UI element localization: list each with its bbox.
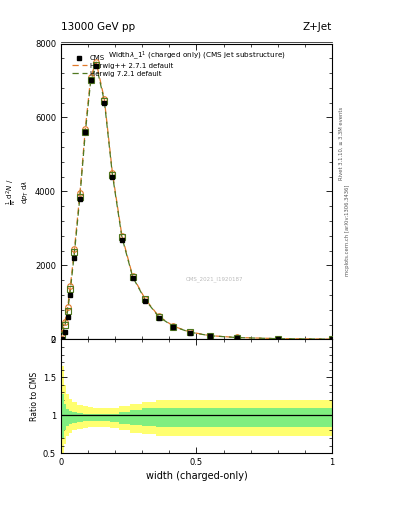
Herwig 7.2.1 default: [62, 322, 67, 328]
Herwig 7.2.1 default: [208, 333, 212, 339]
Herwig++ 2.7.1 default: [110, 170, 115, 176]
Line: CMS: CMS: [60, 63, 334, 342]
CMS: [171, 324, 176, 330]
Herwig 7.2.1 default: [102, 98, 107, 104]
Line: Herwig++ 2.7.1 default: Herwig++ 2.7.1 default: [62, 62, 332, 339]
CMS: [102, 100, 107, 106]
CMS: [68, 292, 73, 298]
Herwig 7.2.1 default: [235, 334, 239, 340]
Herwig++ 2.7.1 default: [65, 304, 70, 310]
CMS: [88, 77, 93, 83]
X-axis label: width (charged-only): width (charged-only): [146, 471, 247, 481]
CMS: [77, 196, 82, 202]
Herwig++ 2.7.1 default: [88, 74, 93, 80]
CMS: [235, 335, 239, 341]
Herwig 7.2.1 default: [77, 194, 82, 200]
Legend: CMS, Herwig++ 2.7.1 default, Herwig 7.2.1 default: CMS, Herwig++ 2.7.1 default, Herwig 7.2.…: [70, 54, 174, 78]
CMS: [156, 315, 161, 321]
Herwig++ 2.7.1 default: [208, 333, 212, 339]
Herwig++ 2.7.1 default: [94, 59, 99, 65]
Herwig 7.2.1 default: [187, 329, 192, 335]
Herwig 7.2.1 default: [110, 172, 115, 178]
Herwig 7.2.1 default: [65, 308, 70, 314]
Herwig 7.2.1 default: [171, 324, 176, 330]
Herwig++ 2.7.1 default: [330, 336, 334, 342]
Herwig 7.2.1 default: [60, 331, 64, 337]
CMS: [62, 329, 67, 335]
Herwig 7.2.1 default: [83, 129, 88, 135]
CMS: [72, 255, 77, 261]
CMS: [83, 129, 88, 135]
Text: Width$\lambda\_1^1$ (charged only) (CMS jet substructure): Width$\lambda\_1^1$ (charged only) (CMS …: [108, 50, 285, 62]
Herwig++ 2.7.1 default: [119, 233, 124, 239]
Herwig 7.2.1 default: [119, 234, 124, 240]
Herwig++ 2.7.1 default: [235, 334, 239, 340]
Herwig++ 2.7.1 default: [102, 96, 107, 102]
Y-axis label: $\mathrm{\frac{1}{N}}$ $\mathrm{d}^2N$ /
$\mathrm{d}p_T$ $\mathrm{d}\lambda$: $\mathrm{\frac{1}{N}}$ $\mathrm{d}^2N$ /…: [5, 178, 31, 205]
Line: Herwig 7.2.1 default: Herwig 7.2.1 default: [62, 65, 332, 339]
CMS: [130, 275, 135, 282]
Herwig++ 2.7.1 default: [60, 330, 64, 336]
Herwig 7.2.1 default: [94, 62, 99, 68]
Herwig++ 2.7.1 default: [130, 273, 135, 280]
Herwig++ 2.7.1 default: [143, 295, 147, 302]
CMS: [65, 314, 70, 320]
Text: CMS_2021_I1920187: CMS_2021_I1920187: [185, 276, 243, 282]
CMS: [60, 336, 64, 343]
Herwig++ 2.7.1 default: [72, 246, 77, 252]
Herwig++ 2.7.1 default: [275, 335, 280, 342]
CMS: [119, 237, 124, 243]
Herwig++ 2.7.1 default: [68, 283, 73, 289]
Herwig 7.2.1 default: [68, 286, 73, 292]
Herwig++ 2.7.1 default: [187, 329, 192, 335]
Text: mcplots.cern.ch [arXiv:1306.3436]: mcplots.cern.ch [arXiv:1306.3436]: [345, 185, 350, 276]
Herwig 7.2.1 default: [275, 335, 280, 342]
Herwig++ 2.7.1 default: [171, 323, 176, 329]
Herwig++ 2.7.1 default: [77, 190, 82, 196]
CMS: [187, 329, 192, 335]
Herwig++ 2.7.1 default: [83, 125, 88, 132]
Text: Z+Jet: Z+Jet: [303, 22, 332, 32]
Herwig++ 2.7.1 default: [156, 313, 161, 319]
Herwig 7.2.1 default: [72, 249, 77, 255]
Y-axis label: Ratio to CMS: Ratio to CMS: [30, 372, 39, 421]
Herwig 7.2.1 default: [88, 77, 93, 83]
CMS: [143, 297, 147, 304]
CMS: [275, 336, 280, 342]
Herwig 7.2.1 default: [130, 274, 135, 280]
CMS: [94, 62, 99, 69]
Text: Rivet 3.1.10, ≥ 3.3M events: Rivet 3.1.10, ≥ 3.3M events: [339, 106, 344, 180]
CMS: [110, 174, 115, 180]
Herwig 7.2.1 default: [156, 313, 161, 319]
Herwig 7.2.1 default: [143, 296, 147, 303]
CMS: [208, 333, 212, 339]
Herwig 7.2.1 default: [330, 336, 334, 342]
CMS: [330, 336, 334, 343]
Text: 13000 GeV pp: 13000 GeV pp: [61, 22, 135, 32]
Herwig++ 2.7.1 default: [62, 318, 67, 325]
